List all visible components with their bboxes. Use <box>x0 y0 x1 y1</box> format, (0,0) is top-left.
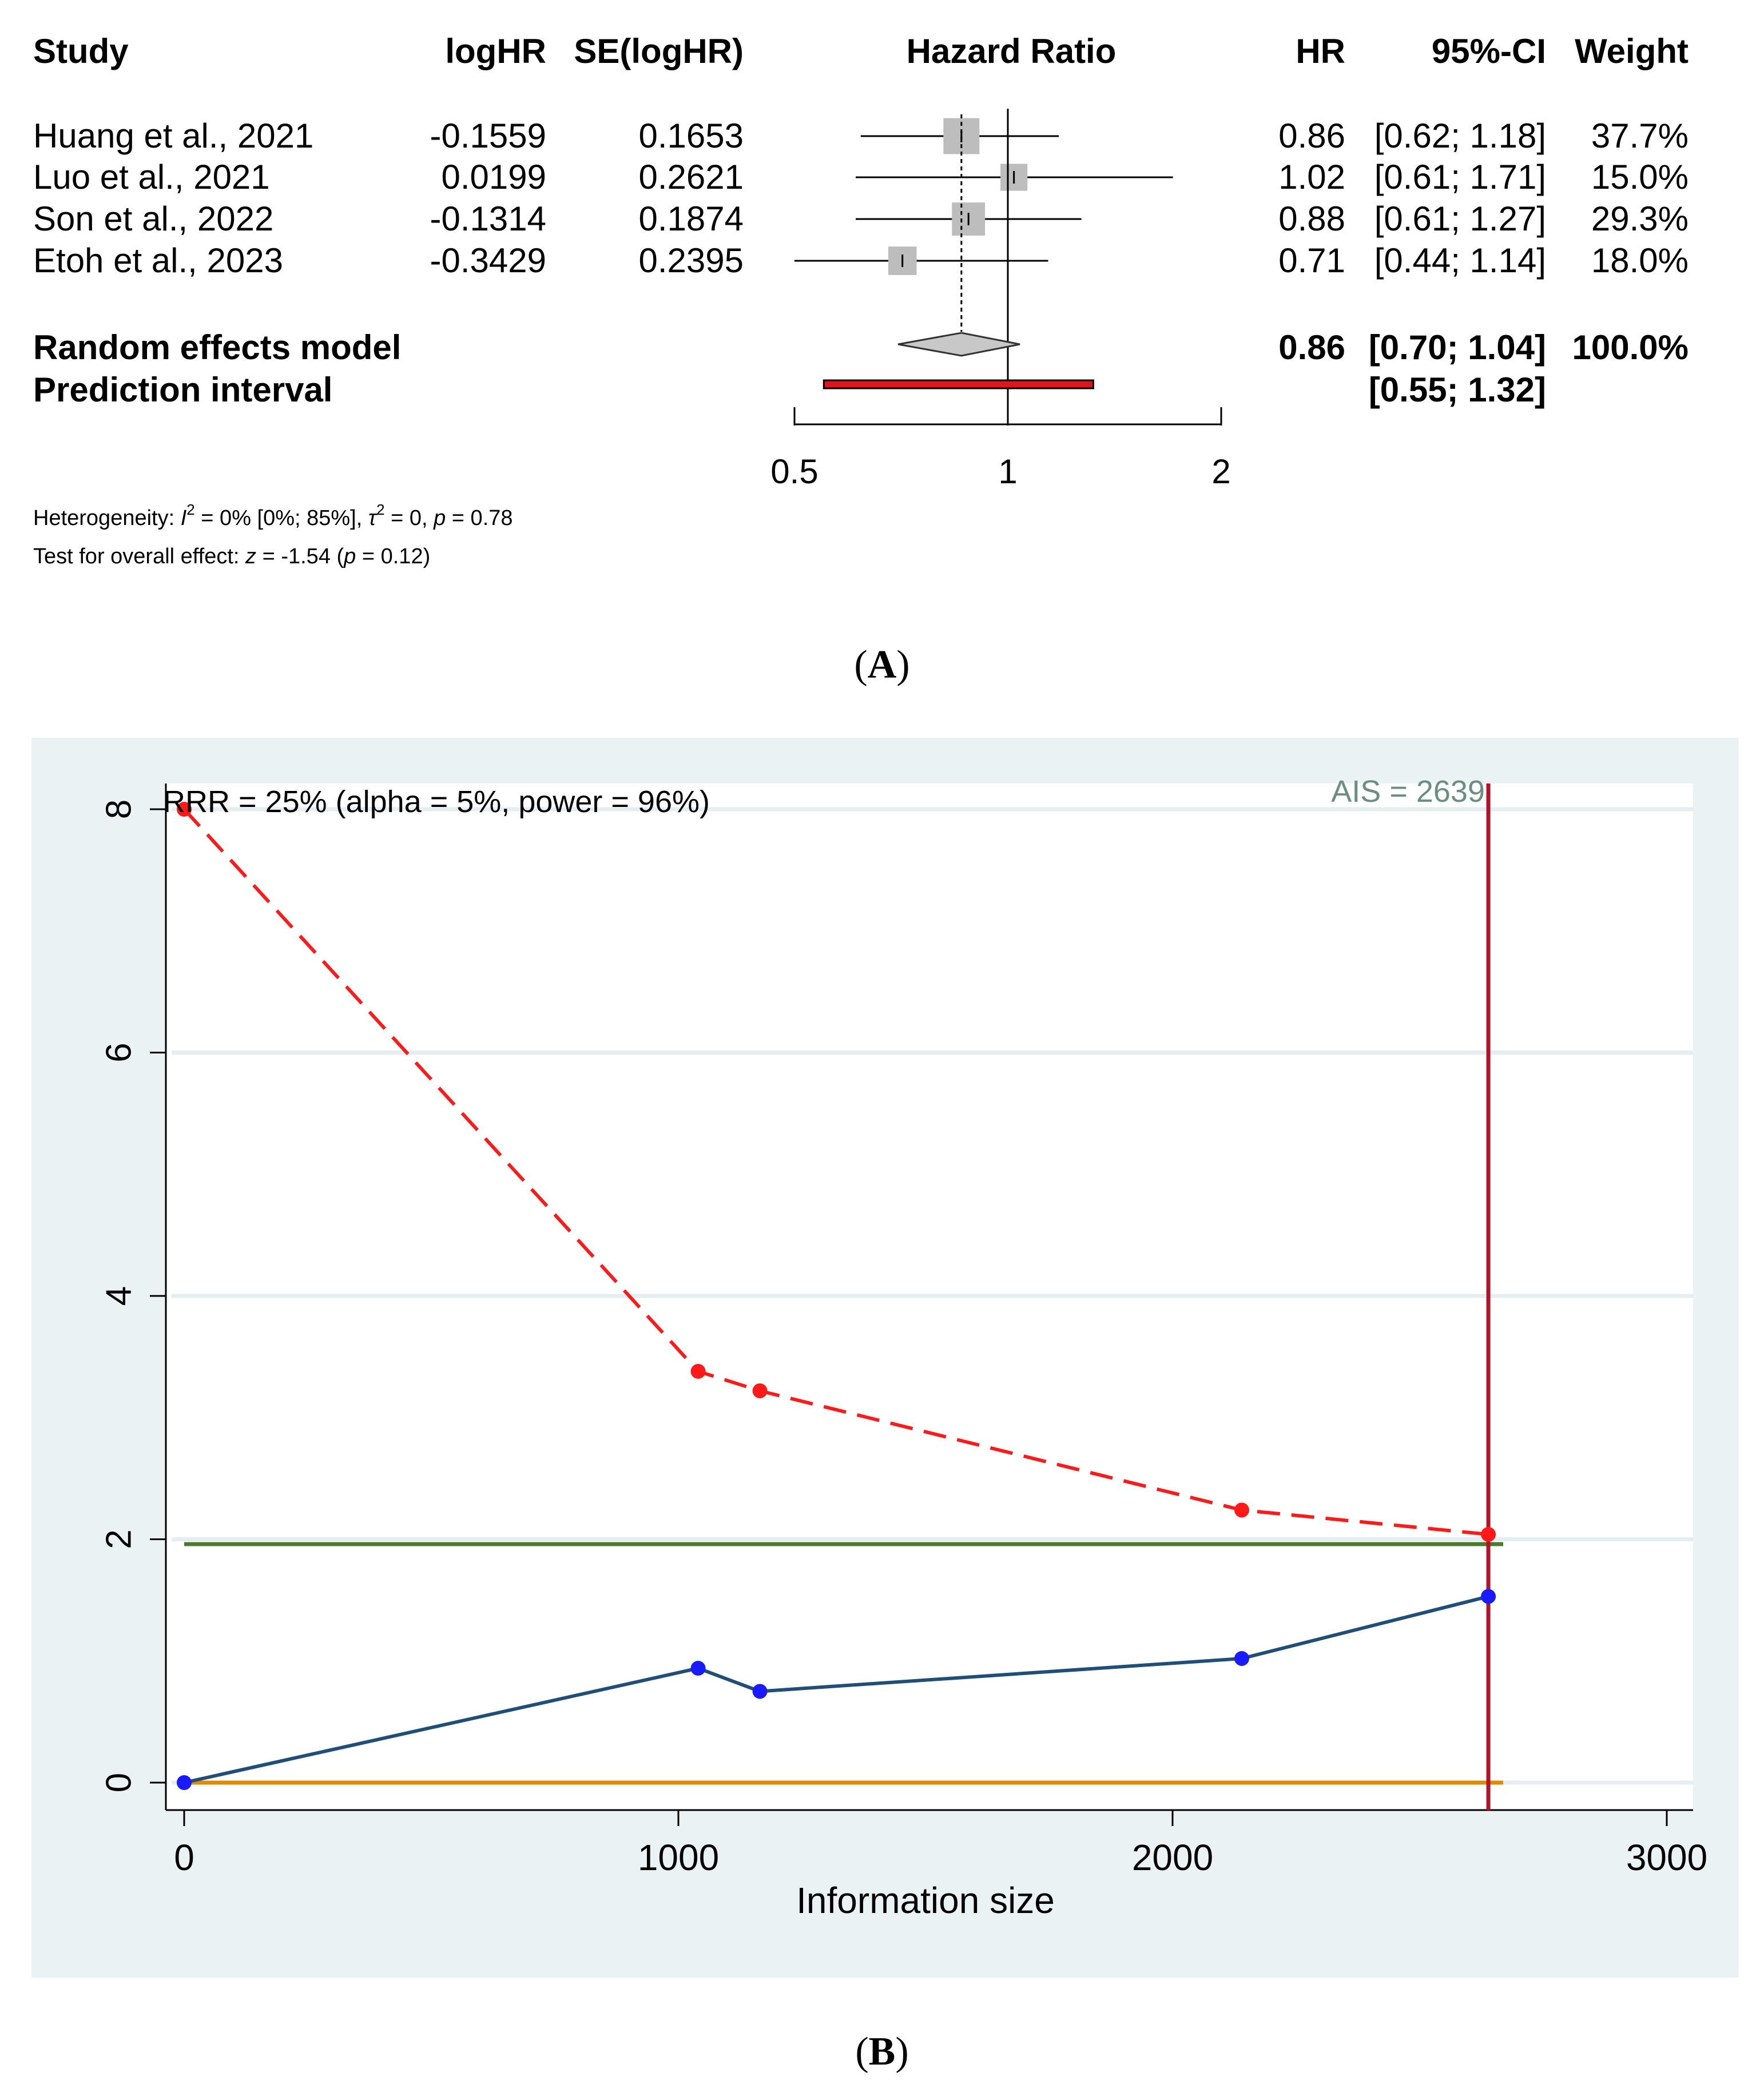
header-hr: HR <box>1296 32 1345 70</box>
random-effects-label: Random effects model <box>33 328 401 367</box>
header-weight: Weight <box>1575 32 1688 70</box>
monitoring-boundary-point <box>177 802 192 817</box>
tsa-y-tick-label: 8 <box>100 800 139 819</box>
forest-axis-tick-label: 1 <box>998 452 1017 491</box>
study-weight: 37.7% <box>1591 117 1688 155</box>
study-hr: 0.71 <box>1278 241 1345 280</box>
tsa-y-tick-label: 6 <box>100 1043 139 1062</box>
study-weight: 15.0% <box>1591 158 1688 196</box>
tsa-x-tick-label: 2000 <box>1132 1837 1213 1878</box>
z-curve-point <box>690 1661 706 1676</box>
study-se: 0.1874 <box>638 200 744 238</box>
caption-b: (B) <box>855 2030 908 2074</box>
tsa-x-tick-label: 3000 <box>1626 1837 1707 1878</box>
tsa-axes: 0 2 4 6 8 0 1000 2000 3000 <box>100 784 1707 1878</box>
forest-headers: Study logHR SE(logHR) Hazard Ratio HR 95… <box>33 32 1688 70</box>
study-se: 0.1653 <box>638 117 744 155</box>
forest-axis-tick-label: 0.5 <box>770 452 818 491</box>
heterogeneity-line: Heterogeneity: I2 = 0% [0%; 85%], τ2 = 0… <box>33 501 513 530</box>
study-name: Luo et al., 2021 <box>33 158 270 196</box>
tsa-x-tick-label: 1000 <box>638 1837 719 1878</box>
z-curve-point <box>1234 1651 1249 1666</box>
heterogeneity-text: Heterogeneity: I2 = 0% [0%; 85%], τ2 = 0… <box>33 501 513 568</box>
random-effects-hr: 0.86 <box>1278 328 1345 367</box>
monitoring-boundary-point <box>690 1363 706 1379</box>
overall-effect-line: Test for overall effect: z = -1.54 (p = … <box>33 544 430 568</box>
study-weight: 18.0% <box>1591 241 1688 280</box>
tsa-y-tick-label: 0 <box>100 1773 139 1792</box>
header-loghr: logHR <box>445 32 546 70</box>
study-loghr: -0.3429 <box>430 241 547 280</box>
z-curve-point <box>1481 1589 1496 1604</box>
monitoring-boundary-point <box>1481 1526 1496 1542</box>
forest-axis-tick-label: 2 <box>1211 452 1230 491</box>
header-hazard-ratio: Hazard Ratio <box>907 32 1117 70</box>
prediction-interval-label: Prediction interval <box>33 371 332 409</box>
study-name: Etoh et al., 2023 <box>33 241 283 280</box>
study-loghr: 0.0199 <box>441 158 546 196</box>
study-name: Son et al., 2022 <box>33 200 273 238</box>
prediction-interval-ci: [0.55; 1.32] <box>1369 371 1546 409</box>
caption-a: (A) <box>854 643 909 687</box>
study-loghr: -0.1559 <box>430 117 547 155</box>
study-se: 0.2395 <box>638 241 744 280</box>
pooled-rows: Random effects model 0.86 [0.70; 1.04] 1… <box>33 328 1688 409</box>
z-curve-point <box>177 1775 192 1790</box>
study-ci: [0.61; 1.27] <box>1374 200 1546 238</box>
header-study: Study <box>33 32 129 70</box>
header-ci: 95%-CI <box>1432 32 1546 70</box>
study-name: Huang et al., 2021 <box>33 117 313 155</box>
random-effects-diamond <box>897 332 1020 357</box>
study-se: 0.2621 <box>638 158 744 196</box>
forest-marks <box>794 109 1173 412</box>
ais-label: AIS = 2639 <box>1331 774 1485 809</box>
tsa-x-tick-label: 0 <box>174 1837 194 1878</box>
tsa-series <box>177 784 1504 1810</box>
study-loghr: -0.1314 <box>430 200 547 238</box>
study-ci: [0.62; 1.18] <box>1374 117 1546 155</box>
study-hr: 0.86 <box>1278 117 1345 155</box>
study-hr: 1.02 <box>1278 158 1345 196</box>
header-se: SE(logHR) <box>574 32 744 70</box>
forest-study-rows: Huang et al., 2021 -0.1559 0.1653 0.86 [0.62… <box>33 117 1688 280</box>
prediction-interval-bar <box>823 379 1094 389</box>
forest-x-axis: 0.5 1 2 <box>770 407 1231 491</box>
study-ci: [0.61; 1.71] <box>1374 158 1546 196</box>
tsa-x-axis-label: Information size <box>796 1880 1055 1921</box>
study-ci: [0.44; 1.14] <box>1374 241 1546 280</box>
study-weight: 29.3% <box>1591 200 1688 238</box>
rrr-annotation: RRR = 25% (alpha = 5%, power = 96%) <box>163 785 710 819</box>
forest-plot-panel: Study logHR SE(logHR) Hazard Ratio HR 95… <box>33 32 1688 687</box>
study-hr: 0.88 <box>1278 200 1345 238</box>
random-effects-ci: [0.70; 1.04] <box>1369 328 1546 367</box>
tsa-plot-panel: 0 2 4 6 8 0 1000 2000 3000 RRR = 25% (alpha = 5%… <box>31 738 1739 1978</box>
monitoring-boundary-point <box>752 1383 768 1398</box>
monitoring-boundary-point <box>1234 1502 1249 1518</box>
tsa-y-tick-label: 4 <box>100 1286 139 1306</box>
random-effects-weight: 100.0% <box>1572 328 1689 367</box>
z-curve-point <box>752 1684 768 1699</box>
tsa-y-tick-label: 2 <box>100 1529 139 1549</box>
